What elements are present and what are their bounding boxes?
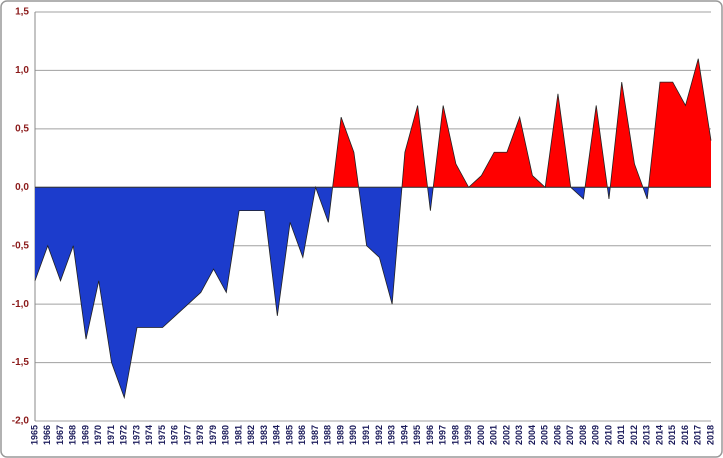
y-tick-label: -1,5 — [12, 357, 30, 368]
area-positive — [332, 58, 711, 188]
area-negative — [35, 187, 711, 398]
x-tick-label: 2015 — [667, 425, 677, 445]
x-tick-label: 1999 — [463, 425, 473, 445]
x-tick-label: 1994 — [399, 425, 409, 445]
x-tick-label: 2013 — [642, 425, 652, 445]
series-line — [34, 58, 712, 400]
x-tick-label: 1989 — [335, 425, 345, 445]
x-tick-label: 2007 — [565, 425, 575, 445]
x-tick-label: 1981 — [233, 425, 243, 445]
x-tick-label: 2018 — [705, 425, 715, 445]
x-tick-label: 2001 — [489, 425, 499, 445]
x-tick-label: 2014 — [654, 425, 664, 445]
x-tick-label: 1976 — [170, 425, 180, 445]
x-tick-label: 1972 — [119, 425, 129, 445]
x-tick-label: 2005 — [540, 425, 550, 445]
x-tick-label: 2016 — [680, 425, 690, 445]
x-tick-label: 1965 — [29, 425, 39, 445]
x-tick-label: 1967 — [55, 425, 65, 445]
x-tick-label: 1975 — [157, 425, 167, 445]
x-tick-label: 2000 — [476, 425, 486, 445]
x-tick-label: 1982 — [246, 425, 256, 445]
x-tick-label: 1992 — [374, 425, 384, 445]
x-tick-label: 1977 — [182, 425, 192, 445]
x-tick-label: 2010 — [603, 425, 613, 445]
x-tick-label: 1990 — [348, 425, 358, 445]
x-tick-label: 1968 — [68, 425, 78, 445]
x-tick-label: 1984 — [272, 425, 282, 445]
x-tick-label: 1997 — [438, 425, 448, 445]
x-tick-label: 2003 — [514, 425, 524, 445]
x-tick-label: 2012 — [629, 425, 639, 445]
y-tick-label: 0,0 — [15, 182, 29, 193]
x-tick-label: 2006 — [552, 425, 562, 445]
y-tick-label: -1,0 — [12, 299, 30, 310]
x-tick-label: 2002 — [501, 425, 511, 445]
y-tick-label: 0,5 — [15, 123, 29, 134]
x-tick-label: 1995 — [412, 425, 422, 445]
x-tick-label: 2008 — [578, 425, 588, 445]
x-tick-label: 1985 — [284, 425, 294, 445]
x-tick-label: 2004 — [527, 425, 537, 445]
x-tick-label: 2017 — [693, 425, 703, 445]
x-tick-label: 1987 — [310, 425, 320, 445]
x-tick-label: 1973 — [131, 425, 141, 445]
x-tick-label: 1970 — [93, 425, 103, 445]
x-tick-label: 1979 — [208, 425, 218, 445]
x-tick-label: 1969 — [80, 425, 90, 445]
y-tick-label: 1,5 — [15, 7, 29, 18]
x-tick-label: 1988 — [323, 425, 333, 445]
y-tick-label: 1,0 — [15, 65, 29, 76]
x-tick-label: 1978 — [195, 425, 205, 445]
x-tick-label: 1996 — [425, 425, 435, 445]
x-tick-label: 1971 — [106, 425, 116, 445]
x-tick-label: 1998 — [450, 425, 460, 445]
x-tick-label: 1966 — [42, 425, 52, 445]
x-tick-label: 1986 — [297, 425, 307, 445]
x-tick-label: 1974 — [144, 425, 154, 445]
y-tick-label: -2,0 — [12, 416, 30, 427]
x-tick-label: 1983 — [259, 425, 269, 445]
x-tick-label: 2009 — [591, 425, 601, 445]
x-tick-label: 1991 — [361, 425, 371, 445]
y-tick-label: -0,5 — [12, 240, 30, 251]
x-tick-label: 1980 — [221, 425, 231, 445]
x-tick-label: 2011 — [616, 425, 626, 445]
x-tick-label: 1993 — [387, 425, 397, 445]
